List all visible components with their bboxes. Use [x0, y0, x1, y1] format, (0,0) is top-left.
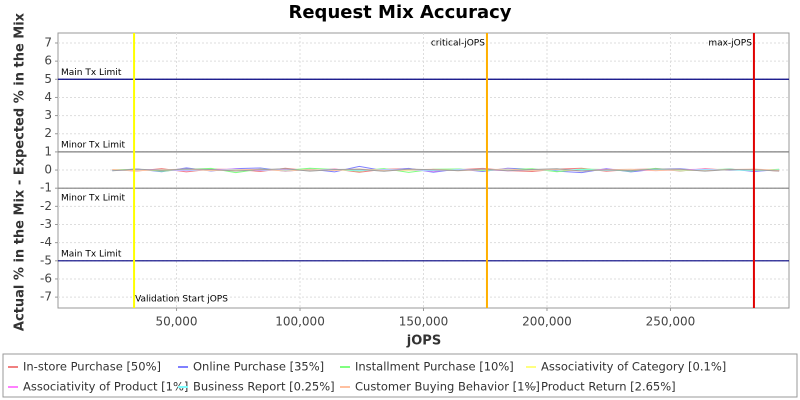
legend: [2, 353, 798, 398]
limit-label: Main Tx Limit: [61, 249, 122, 259]
x-tick-label: 50,000: [156, 315, 198, 329]
legend-label: Online Purchase [35%]: [193, 360, 324, 374]
y-tick-label: 3: [44, 108, 52, 122]
chart-title: Request Mix Accuracy: [288, 2, 511, 23]
y-tick-label: 2: [44, 126, 52, 140]
y-tick-label: -7: [40, 290, 52, 304]
x-tick-label: 100,000: [275, 315, 325, 329]
series-line: [112, 168, 780, 172]
y-tick-label: -2: [40, 199, 52, 213]
y-tick-label: -5: [40, 253, 52, 267]
x-tick-label: 250,000: [646, 315, 696, 329]
legend-label: Business Report [0.25%]: [193, 380, 335, 394]
legend-label: Product Return [2.65%]: [541, 380, 676, 394]
y-axis-label: Actual % in the Mix - Expected % in the …: [13, 12, 28, 331]
y-tick-label: 7: [44, 35, 52, 49]
y-tick-label: 6: [44, 54, 52, 68]
x-tick-label: 200,000: [522, 315, 572, 329]
legend-label: Associativity of Product [1%]: [23, 380, 188, 394]
legend-label: Installment Purchase [10%]: [355, 360, 514, 374]
plot-content: Main Tx Limit Minor Tx Limit Minor Tx Limi…: [58, 33, 789, 308]
y-tick-label: 4: [44, 90, 52, 104]
limit-label: Minor Tx Limit: [61, 194, 126, 204]
marker-label: Validation Start jOPS: [135, 295, 228, 305]
x-axis-label: jOPS: [406, 334, 441, 349]
y-tick-label: -4: [40, 235, 52, 249]
limit-label: Main Tx Limit: [61, 68, 122, 78]
y-tick-label: -6: [40, 271, 52, 285]
marker-label: critical-jOPS: [431, 39, 485, 49]
legend-label: Associativity of Category [0.1%]: [541, 360, 726, 374]
x-tick-label: 150,000: [399, 315, 449, 329]
y-tick-label: 1: [44, 144, 52, 158]
y-tick-label: -3: [40, 217, 52, 231]
legend-label: In-store Purchase [50%]: [23, 360, 161, 374]
legend-label: Customer Buying Behavior [1%]: [355, 380, 540, 394]
y-tick-label: 0: [44, 163, 52, 177]
y-tick-label: -1: [40, 181, 52, 195]
limit-label: Minor Tx Limit: [61, 140, 126, 150]
marker-label: max-jOPS: [708, 39, 752, 49]
y-tick-label: 5: [44, 72, 52, 86]
